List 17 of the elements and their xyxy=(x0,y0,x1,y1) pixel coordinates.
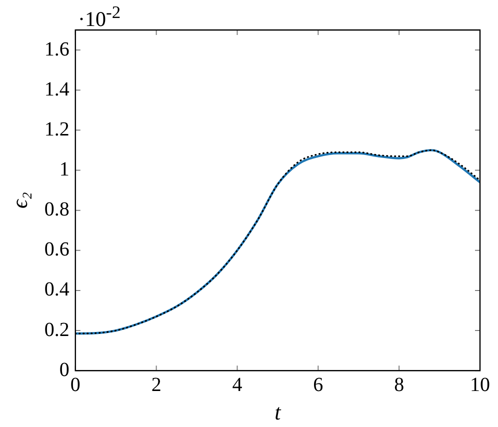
x-tick-label: 10 xyxy=(470,374,490,396)
y-tick-label: 1.2 xyxy=(44,118,70,140)
y-tick-label: 0.6 xyxy=(44,238,70,261)
x-axis-title: t xyxy=(274,400,282,425)
y-tick-label: 1.4 xyxy=(44,78,70,100)
y-tick-label: 0.2 xyxy=(44,318,70,341)
y-tick-label: 1.6 xyxy=(44,38,70,60)
x-tick-label: 6 xyxy=(313,374,324,396)
y-tick-label: 1 xyxy=(59,158,70,180)
y-tick-label: 0 xyxy=(59,358,70,381)
y-tick-label: 0.8 xyxy=(44,198,70,221)
y-axis-title: ϵ₂ xyxy=(6,192,32,209)
y-tick-label: 0.4 xyxy=(44,278,70,301)
x-tick-label: 4 xyxy=(232,374,242,396)
x-tick-label: 8 xyxy=(394,374,404,396)
annotation: ·10$^{-2}$ xyxy=(78,2,121,32)
x-tick-label: 2 xyxy=(151,374,162,396)
